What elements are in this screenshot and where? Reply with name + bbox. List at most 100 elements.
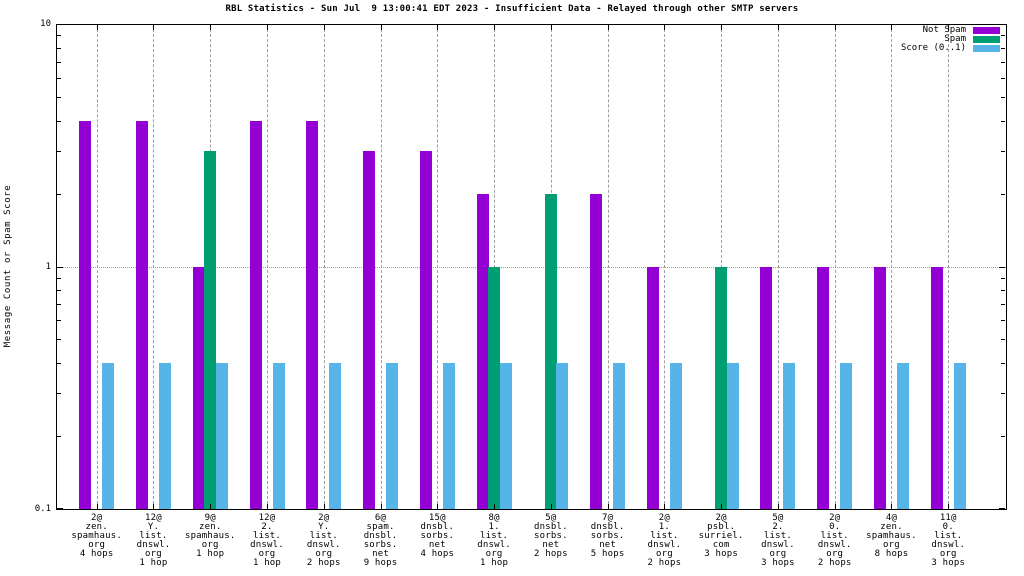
x-tick-bottom (153, 504, 155, 509)
legend-swatch (973, 36, 1000, 43)
legend-swatch (973, 27, 1000, 34)
bar-spam (544, 193, 557, 509)
bar-score-0-1- (556, 363, 569, 509)
x-tick-label: 6@ spam. dnsbl. sorbs. net 9 hops (363, 513, 398, 568)
x-tick-bottom (323, 504, 325, 509)
x-tick-top (323, 25, 325, 30)
x-tick-label: 2@ Y. list. dnswl. org 2 hops (306, 513, 341, 568)
bar-score-0-1- (442, 363, 455, 509)
x-tick-label: 2@ psbl. surriel. com 3 hops (698, 513, 744, 559)
bar-not-spam (930, 266, 943, 509)
y-minor-tick-right (1001, 277, 1005, 279)
x-tick-label: 15@ dnsbl. sorbs. net 4 hops (420, 513, 455, 559)
bar-not-spam (590, 193, 603, 509)
bar-spam (488, 266, 501, 509)
x-tick-top (210, 25, 212, 30)
bar-spam (204, 150, 217, 509)
y-minor-tick-left (57, 277, 61, 279)
x-tick-label: 7@ dnsbl. sorbs. net 5 hops (590, 513, 625, 559)
y-minor-tick-left (57, 96, 61, 98)
y-minor-tick-right (1001, 339, 1005, 341)
y-minor-tick-right (1001, 304, 1005, 306)
x-tick-bottom (210, 504, 212, 509)
y-minor-tick-left (57, 150, 61, 152)
bar-spam (715, 266, 728, 509)
bar-not-spam (192, 266, 205, 509)
y-minor-tick-right (1001, 47, 1005, 49)
x-tick-label: 12@ Y. list. dnswl. org 1 hop (136, 513, 171, 568)
x-tick-label: 4@ zen. spamhaus. org 8 hops (866, 513, 917, 559)
bar-not-spam (760, 266, 773, 509)
y-minor-tick-left (57, 363, 61, 364)
x-tick-bottom (891, 504, 893, 509)
x-tick-top (664, 25, 666, 30)
y-minor-tick-right (1001, 193, 1005, 195)
x-tick-top (153, 25, 155, 30)
x-tick-bottom (550, 504, 552, 509)
y-major-tick-left (57, 266, 63, 268)
x-tick-top (380, 25, 382, 30)
y-minor-tick-left (57, 436, 61, 437)
y-minor-tick-right (1001, 393, 1005, 395)
legend-label: Not Spam (922, 25, 966, 35)
y-major-tick-left (57, 24, 63, 25)
bar-not-spam (363, 150, 376, 509)
x-tick-bottom (721, 504, 723, 509)
y-tick-label: 0.1 (34, 504, 51, 514)
bar-not-spam (79, 120, 92, 509)
y-major-tick-right (999, 266, 1005, 268)
y-major-tick-left (57, 508, 63, 509)
y-minor-tick-left (57, 393, 61, 395)
x-tick-bottom (834, 504, 836, 509)
y-minor-tick-right (1001, 290, 1005, 291)
legend-row: Score (0..1) (901, 44, 1000, 53)
bar-score-0-1- (499, 363, 512, 509)
bar-score-0-1- (158, 363, 171, 509)
bar-not-spam (817, 266, 830, 509)
legend-label: Spam (944, 34, 966, 44)
y-minor-tick-left (57, 35, 61, 37)
y-tick-label: 1 (45, 261, 51, 272)
legend-row: Not Spam (901, 26, 1000, 35)
y-minor-tick-right (1001, 436, 1005, 437)
bar-not-spam (419, 150, 432, 509)
bar-score-0-1- (329, 363, 342, 509)
legend: Not Spam Spam Score (0..1) (901, 26, 1000, 53)
y-minor-tick-right (1001, 77, 1005, 79)
y-minor-tick-left (57, 304, 61, 306)
bar-score-0-1- (953, 363, 966, 509)
x-tick-top (96, 25, 98, 30)
y-minor-tick-right (1001, 96, 1005, 98)
x-tick-top (550, 25, 552, 30)
x-tick-top (494, 25, 496, 30)
x-tick-top (834, 25, 836, 30)
x-tick-bottom (607, 504, 609, 509)
y-minor-tick-left (57, 47, 61, 49)
bar-score-0-1- (783, 363, 796, 509)
x-tick-top (891, 25, 893, 30)
bar-not-spam (476, 193, 489, 509)
y-minor-tick-right (1001, 61, 1005, 63)
x-tick-label: 2@ 0. list. dnswl. org 2 hops (817, 513, 852, 568)
y-minor-tick-left (57, 120, 61, 122)
bar-score-0-1- (669, 363, 682, 509)
bar-score-0-1- (102, 363, 115, 509)
x-tick-bottom (96, 504, 98, 509)
bar-score-0-1- (726, 363, 739, 509)
bar-not-spam (873, 266, 886, 509)
x-tick-label: 11@ 0. list. dnswl. org 3 hops (931, 513, 966, 568)
y-major-tick-right (999, 508, 1005, 509)
bar-not-spam (646, 266, 659, 509)
legend-swatch (973, 45, 1000, 52)
legend-label: Score (0..1) (900, 43, 966, 53)
y-minor-tick-right (1001, 363, 1005, 364)
y-minor-tick-left (57, 339, 61, 341)
x-tick-label: 2@ zen. spamhaus. org 4 hops (71, 513, 122, 559)
x-tick-top (777, 25, 779, 30)
y-minor-tick-right (1001, 35, 1005, 37)
x-tick-bottom (777, 504, 779, 509)
x-tick-label: 8@ 1. list. dnswl. org 1 hop (477, 513, 511, 568)
legend-row: Spam (901, 35, 1000, 44)
chart-title: RBL Statistics - Sun Jul 9 13:00:41 EDT … (225, 4, 799, 14)
